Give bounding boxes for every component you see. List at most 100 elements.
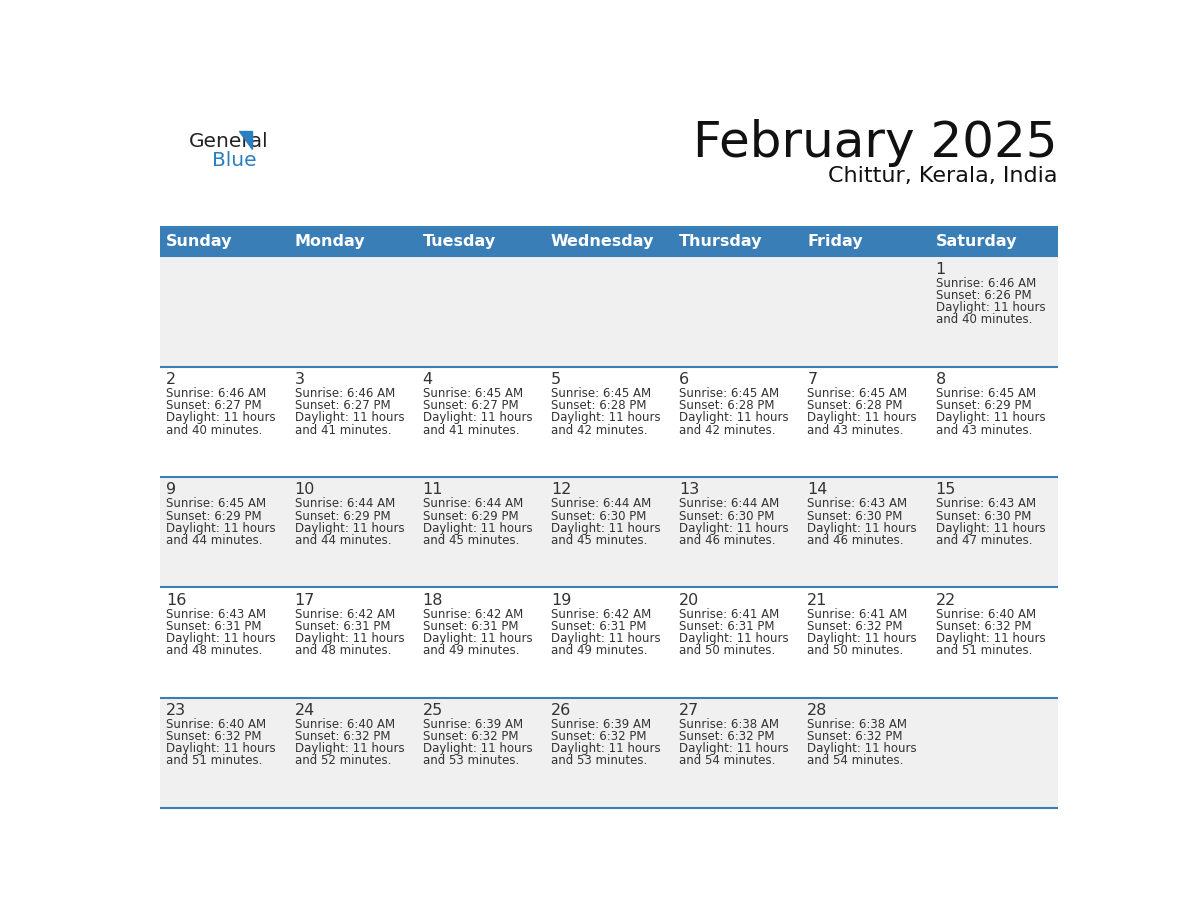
Text: and 46 minutes.: and 46 minutes.: [680, 534, 776, 547]
Text: Daylight: 11 hours: Daylight: 11 hours: [936, 301, 1045, 314]
Text: Sunset: 6:31 PM: Sunset: 6:31 PM: [423, 620, 518, 633]
Text: Friday: Friday: [808, 234, 862, 250]
Text: Sunset: 6:28 PM: Sunset: 6:28 PM: [551, 399, 646, 412]
Text: Sunset: 6:26 PM: Sunset: 6:26 PM: [936, 289, 1031, 302]
Text: and 54 minutes.: and 54 minutes.: [680, 755, 776, 767]
Text: and 40 minutes.: and 40 minutes.: [166, 423, 263, 437]
Text: and 45 minutes.: and 45 minutes.: [423, 534, 519, 547]
Text: 14: 14: [808, 482, 828, 498]
Text: 24: 24: [295, 703, 315, 718]
Text: Sunrise: 6:45 AM: Sunrise: 6:45 AM: [423, 387, 523, 400]
Text: Sunset: 6:28 PM: Sunset: 6:28 PM: [680, 399, 775, 412]
Text: Sunrise: 6:46 AM: Sunrise: 6:46 AM: [166, 387, 266, 400]
Text: Wednesday: Wednesday: [551, 234, 655, 250]
Text: and 41 minutes.: and 41 minutes.: [423, 423, 519, 437]
Text: Daylight: 11 hours: Daylight: 11 hours: [808, 632, 917, 645]
Text: 13: 13: [680, 482, 700, 498]
Text: Sunrise: 6:40 AM: Sunrise: 6:40 AM: [936, 608, 1036, 621]
Text: Sunrise: 6:45 AM: Sunrise: 6:45 AM: [936, 387, 1036, 400]
Text: Sunset: 6:30 PM: Sunset: 6:30 PM: [808, 509, 903, 522]
Text: Daylight: 11 hours: Daylight: 11 hours: [423, 411, 532, 424]
Text: Sunset: 6:29 PM: Sunset: 6:29 PM: [423, 509, 518, 522]
Text: Sunset: 6:32 PM: Sunset: 6:32 PM: [295, 730, 390, 743]
Text: 9: 9: [166, 482, 177, 498]
Text: 25: 25: [423, 703, 443, 718]
Text: Sunrise: 6:42 AM: Sunrise: 6:42 AM: [551, 608, 651, 621]
Text: Daylight: 11 hours: Daylight: 11 hours: [551, 521, 661, 534]
Text: 26: 26: [551, 703, 571, 718]
Text: 10: 10: [295, 482, 315, 498]
Text: Sunday: Sunday: [166, 234, 233, 250]
Text: Sunrise: 6:44 AM: Sunrise: 6:44 AM: [551, 498, 651, 510]
Text: 15: 15: [936, 482, 956, 498]
Text: and 44 minutes.: and 44 minutes.: [166, 534, 263, 547]
Text: Sunset: 6:29 PM: Sunset: 6:29 PM: [166, 509, 261, 522]
Text: and 45 minutes.: and 45 minutes.: [551, 534, 647, 547]
Text: 2: 2: [166, 372, 177, 387]
Text: Sunset: 6:31 PM: Sunset: 6:31 PM: [551, 620, 646, 633]
Bar: [545, 227, 672, 256]
Text: 4: 4: [423, 372, 432, 387]
Text: Daylight: 11 hours: Daylight: 11 hours: [423, 743, 532, 756]
Text: 17: 17: [295, 593, 315, 608]
Bar: [160, 477, 1057, 588]
Text: and 52 minutes.: and 52 minutes.: [295, 755, 391, 767]
Text: Blue: Blue: [211, 151, 257, 171]
Text: Thursday: Thursday: [680, 234, 763, 250]
Text: and 47 minutes.: and 47 minutes.: [936, 534, 1032, 547]
Text: Sunrise: 6:39 AM: Sunrise: 6:39 AM: [551, 718, 651, 731]
Bar: [160, 256, 1057, 366]
Text: February 2025: February 2025: [693, 119, 1057, 167]
Text: Sunrise: 6:45 AM: Sunrise: 6:45 AM: [166, 498, 266, 510]
Text: Daylight: 11 hours: Daylight: 11 hours: [936, 521, 1045, 534]
Text: Daylight: 11 hours: Daylight: 11 hours: [166, 411, 276, 424]
Bar: [160, 227, 289, 256]
Text: Sunset: 6:27 PM: Sunset: 6:27 PM: [166, 399, 261, 412]
Text: Daylight: 11 hours: Daylight: 11 hours: [551, 632, 661, 645]
Text: 27: 27: [680, 703, 700, 718]
Text: Sunset: 6:30 PM: Sunset: 6:30 PM: [680, 509, 775, 522]
Text: Daylight: 11 hours: Daylight: 11 hours: [936, 411, 1045, 424]
Text: and 43 minutes.: and 43 minutes.: [808, 423, 904, 437]
Text: Sunset: 6:28 PM: Sunset: 6:28 PM: [808, 399, 903, 412]
Text: and 42 minutes.: and 42 minutes.: [551, 423, 647, 437]
Text: Sunrise: 6:44 AM: Sunrise: 6:44 AM: [680, 498, 779, 510]
Text: and 48 minutes.: and 48 minutes.: [166, 644, 263, 657]
Text: Sunrise: 6:46 AM: Sunrise: 6:46 AM: [936, 277, 1036, 290]
Text: and 54 minutes.: and 54 minutes.: [808, 755, 904, 767]
Text: Sunset: 6:32 PM: Sunset: 6:32 PM: [936, 620, 1031, 633]
Text: and 53 minutes.: and 53 minutes.: [423, 755, 519, 767]
Text: General: General: [189, 131, 268, 151]
Text: Daylight: 11 hours: Daylight: 11 hours: [680, 411, 789, 424]
Text: and 49 minutes.: and 49 minutes.: [423, 644, 519, 657]
Text: 19: 19: [551, 593, 571, 608]
Text: Saturday: Saturday: [936, 234, 1017, 250]
Text: Sunrise: 6:42 AM: Sunrise: 6:42 AM: [423, 608, 523, 621]
Text: Sunrise: 6:42 AM: Sunrise: 6:42 AM: [295, 608, 394, 621]
Text: 18: 18: [423, 593, 443, 608]
Text: and 46 minutes.: and 46 minutes.: [808, 534, 904, 547]
Text: Chittur, Kerala, India: Chittur, Kerala, India: [828, 165, 1057, 185]
Text: and 51 minutes.: and 51 minutes.: [166, 755, 263, 767]
Text: Daylight: 11 hours: Daylight: 11 hours: [295, 743, 404, 756]
Text: Sunrise: 6:43 AM: Sunrise: 6:43 AM: [936, 498, 1036, 510]
Text: Sunset: 6:29 PM: Sunset: 6:29 PM: [936, 399, 1031, 412]
Bar: [160, 588, 1057, 698]
Text: Daylight: 11 hours: Daylight: 11 hours: [423, 632, 532, 645]
Text: Daylight: 11 hours: Daylight: 11 hours: [295, 411, 404, 424]
Text: and 40 minutes.: and 40 minutes.: [936, 313, 1032, 327]
Text: Daylight: 11 hours: Daylight: 11 hours: [680, 521, 789, 534]
Text: Sunrise: 6:40 AM: Sunrise: 6:40 AM: [166, 718, 266, 731]
Text: 12: 12: [551, 482, 571, 498]
Text: Daylight: 11 hours: Daylight: 11 hours: [808, 743, 917, 756]
Text: Daylight: 11 hours: Daylight: 11 hours: [295, 521, 404, 534]
Text: Sunset: 6:27 PM: Sunset: 6:27 PM: [295, 399, 390, 412]
Text: Daylight: 11 hours: Daylight: 11 hours: [808, 411, 917, 424]
Text: Daylight: 11 hours: Daylight: 11 hours: [551, 411, 661, 424]
Text: Sunset: 6:30 PM: Sunset: 6:30 PM: [936, 509, 1031, 522]
Bar: [801, 227, 929, 256]
Text: Sunrise: 6:41 AM: Sunrise: 6:41 AM: [680, 608, 779, 621]
Text: 1: 1: [936, 262, 946, 277]
Text: Daylight: 11 hours: Daylight: 11 hours: [936, 632, 1045, 645]
Text: Sunrise: 6:43 AM: Sunrise: 6:43 AM: [166, 608, 266, 621]
